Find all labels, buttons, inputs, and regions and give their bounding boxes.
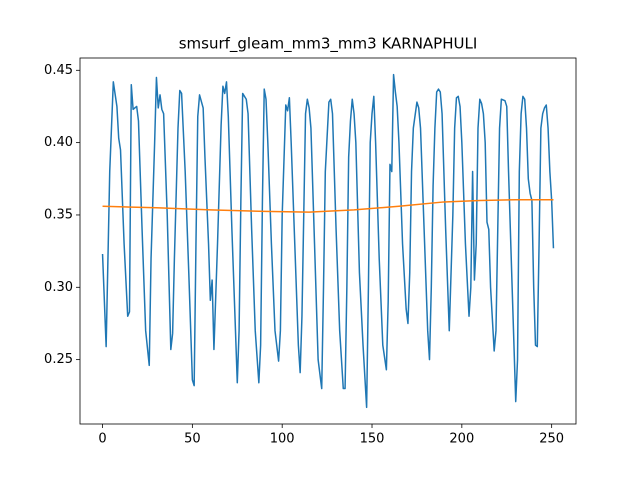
x-tick-label: 200 bbox=[449, 432, 474, 447]
y-tick-label: 0.40 bbox=[44, 135, 73, 150]
y-tick-label: 0.35 bbox=[44, 207, 73, 222]
x-tick-label: 150 bbox=[360, 432, 385, 447]
y-tick-label: 0.25 bbox=[44, 352, 73, 367]
x-tick-label: 100 bbox=[270, 432, 295, 447]
axes-frame bbox=[79, 57, 577, 425]
x-tick-label: 0 bbox=[98, 432, 106, 447]
y-tick-label: 0.45 bbox=[44, 63, 73, 78]
x-tick-label: 250 bbox=[539, 432, 564, 447]
plot-area bbox=[101, 73, 555, 409]
data-line bbox=[102, 199, 554, 213]
data-line bbox=[101, 73, 555, 409]
y-tick-label: 0.30 bbox=[44, 280, 73, 295]
x-tick-label: 50 bbox=[184, 432, 201, 447]
chart-title: smsurf_gleam_mm3_mm3 KARNAPHULI bbox=[179, 35, 478, 54]
